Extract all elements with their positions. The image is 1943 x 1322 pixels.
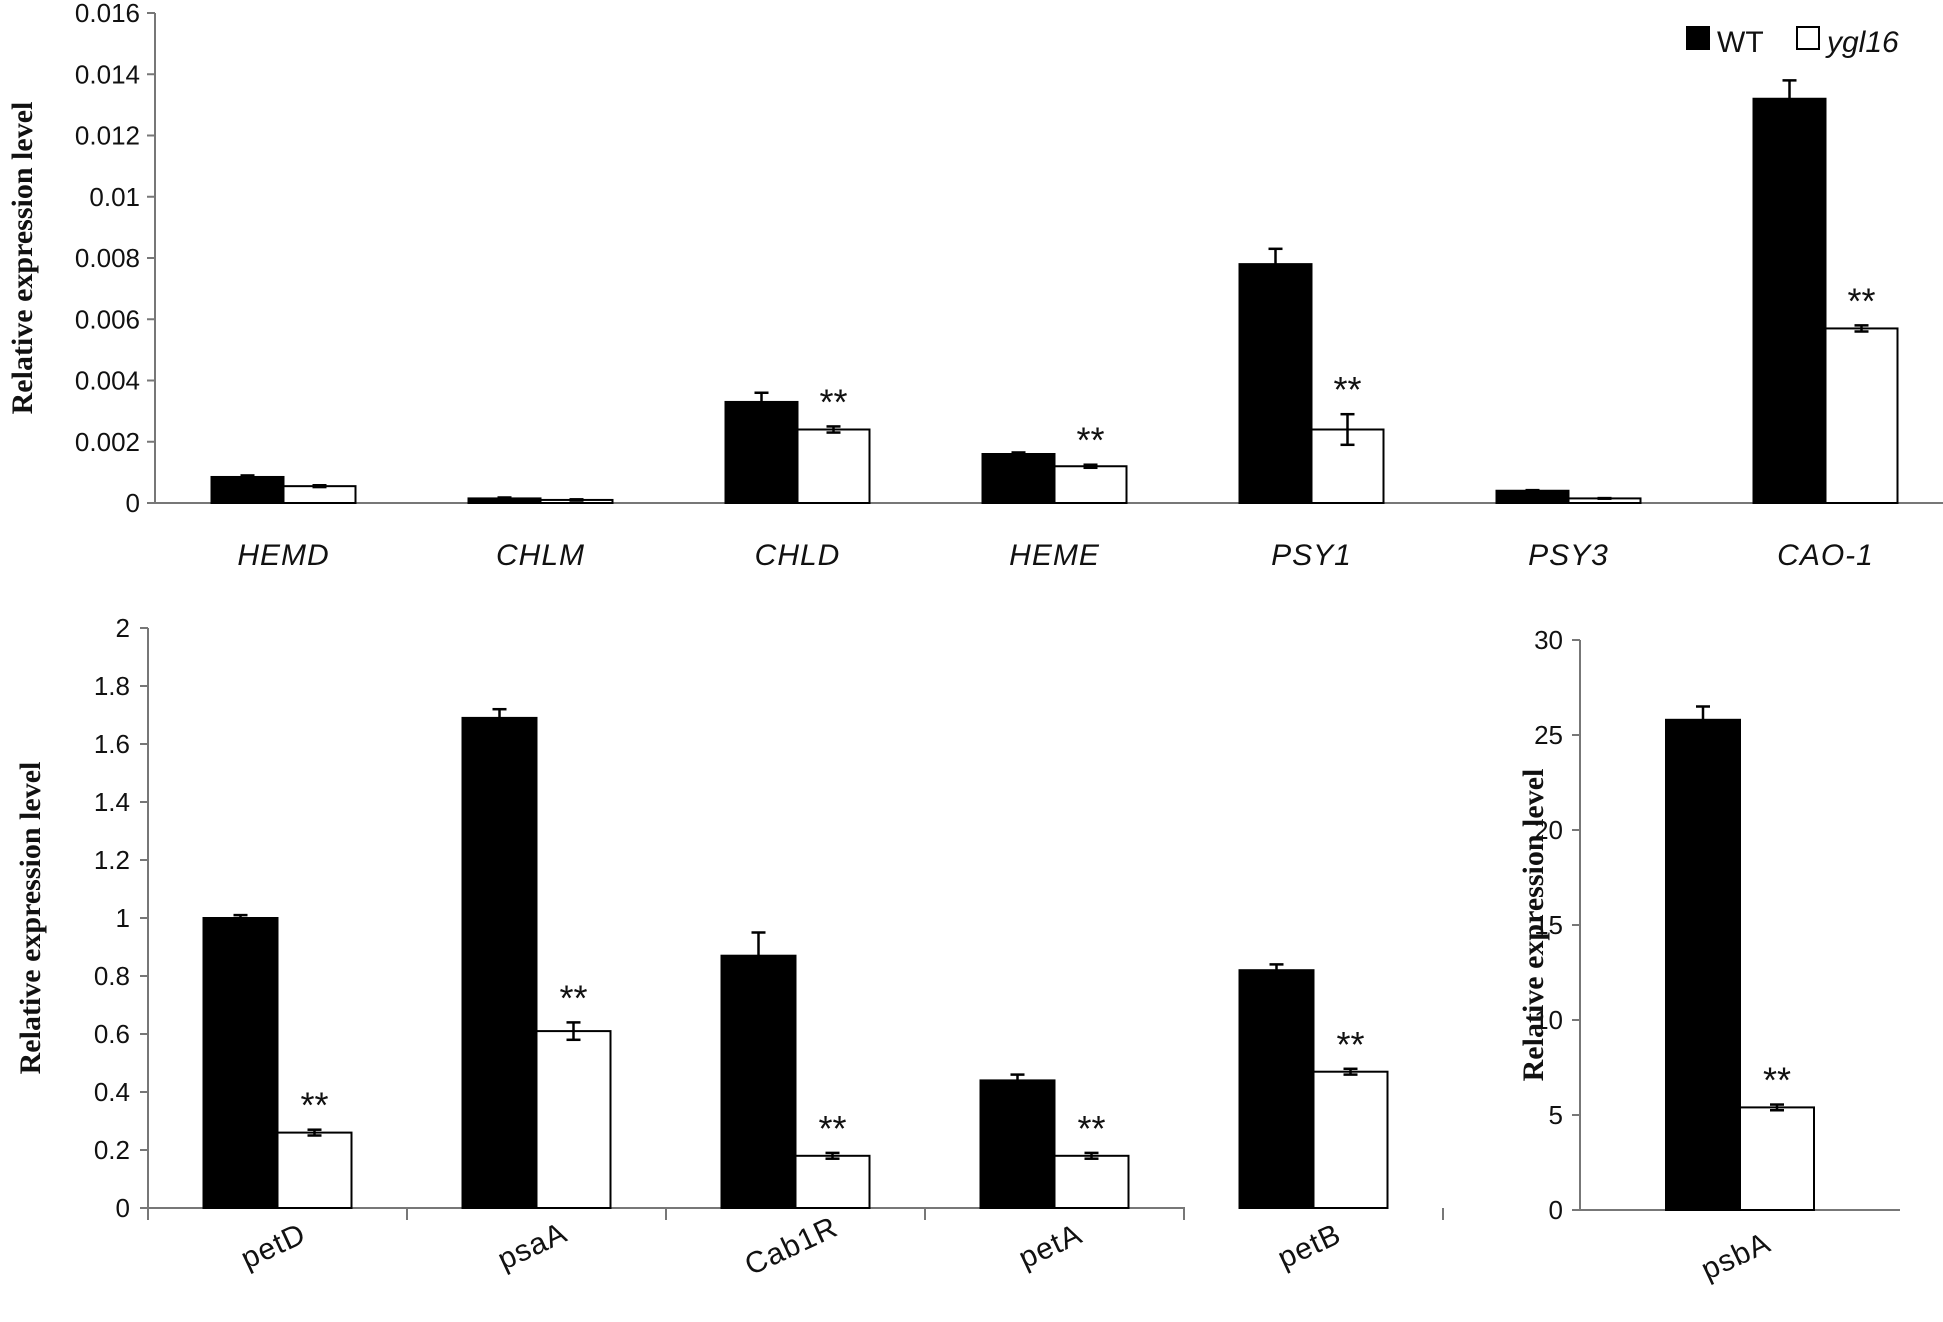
panel2-significance-mark: ** bbox=[1336, 1024, 1364, 1065]
panel2-significance-mark: ** bbox=[818, 1108, 846, 1149]
panel1-category-label: CHLD bbox=[755, 539, 841, 572]
panel2-y-tick-label: 1.8 bbox=[94, 671, 130, 701]
panel1-bar-ygl16-heme bbox=[1053, 465, 1128, 504]
panel3-y-tick-label: 0 bbox=[1549, 1195, 1563, 1225]
panel2-category-label: petB bbox=[1273, 1218, 1347, 1276]
panel1-category-label: HEME bbox=[1009, 539, 1100, 572]
panel1-bar-wt-psy1 bbox=[1238, 263, 1313, 504]
panel2-bar-ygl16-petb bbox=[1312, 1070, 1389, 1209]
panel3-y-axis-label: Relative expression level bbox=[1517, 769, 1550, 1082]
panel1-y-tick-label: 0 bbox=[126, 488, 140, 518]
panel1-y-tick-label: 0.008 bbox=[75, 243, 140, 273]
panel1-significance-mark: ** bbox=[819, 381, 847, 422]
panel2-significance-mark: ** bbox=[1077, 1108, 1105, 1149]
panel2-bar-ygl16-petd bbox=[276, 1131, 353, 1209]
panel1-y-tick-label: 0.004 bbox=[75, 366, 140, 396]
panel1-y-tick-label: 0.01 bbox=[89, 182, 140, 212]
panel2-bar-ygl16-cab1r bbox=[794, 1154, 871, 1210]
legend-label-wt: WT bbox=[1717, 26, 1764, 59]
panel3-y-tick-label: 20 bbox=[1534, 815, 1563, 845]
panel2-bar-wt-petd bbox=[202, 917, 279, 1209]
panel1-y-tick-label: 0.016 bbox=[75, 0, 140, 28]
panel2-category-label: petA bbox=[1014, 1218, 1088, 1276]
panel2-y-tick-label: 0 bbox=[116, 1193, 130, 1223]
panel2-y-tick-label: 0.4 bbox=[94, 1077, 130, 1107]
panel1-bar-wt-heme bbox=[981, 453, 1056, 504]
panel1-significance-mark: ** bbox=[1333, 369, 1361, 410]
panel2-category-label: psaA bbox=[493, 1216, 573, 1277]
panel1-significance-mark: ** bbox=[1076, 420, 1104, 461]
panel1-bar-wt-cao-1 bbox=[1752, 97, 1827, 504]
panel2-y-tick-label: 1.4 bbox=[94, 787, 130, 817]
panel2-y-tick-label: 2 bbox=[116, 613, 130, 643]
panel3-y-tick-label: 30 bbox=[1534, 625, 1563, 655]
panel2-bar-ygl16-peta bbox=[1053, 1154, 1130, 1210]
panel2-y-axis-label: Relative expression level bbox=[14, 762, 47, 1075]
panel1-y-tick-label: 0.002 bbox=[75, 427, 140, 457]
panel2-bar-wt-psaa bbox=[461, 716, 538, 1210]
panel3-y-tick-label: 15 bbox=[1534, 910, 1563, 940]
panel1-category-label: CHLM bbox=[496, 539, 585, 572]
legend-label-ygl16: ygl16 bbox=[1825, 26, 1899, 59]
panel3-bar-ygl16-psba bbox=[1739, 1106, 1815, 1212]
panel1-y-tick-label: 0.006 bbox=[75, 304, 140, 334]
panel1-category-label: PSY1 bbox=[1271, 539, 1352, 572]
panel2-category-label: Cab1R bbox=[740, 1211, 843, 1282]
panel1-bar-wt-hemd bbox=[210, 475, 285, 504]
panel2-bar-ygl16-psaa bbox=[535, 1030, 612, 1209]
panel2-significance-mark: ** bbox=[300, 1085, 328, 1126]
panel1-category-label: HEMD bbox=[237, 539, 329, 572]
panel2-y-tick-label: 0.6 bbox=[94, 1019, 130, 1049]
panel2-significance-mark: ** bbox=[559, 977, 587, 1018]
panel1-y-tick-label: 0.012 bbox=[75, 121, 140, 151]
panel2-bar-wt-petb bbox=[1238, 969, 1315, 1210]
panel2-category-label: petD bbox=[236, 1217, 311, 1275]
panel2-y-tick-label: 1 bbox=[116, 903, 130, 933]
panel3-bar-wt-psba bbox=[1665, 718, 1741, 1211]
panel2-bar-wt-cab1r bbox=[720, 954, 797, 1210]
panel2-y-tick-label: 0.2 bbox=[94, 1135, 130, 1165]
panel3-category-label: psbA bbox=[1696, 1226, 1776, 1287]
panel2-y-tick-label: 1.2 bbox=[94, 845, 130, 875]
legend-swatch-wt bbox=[1686, 26, 1710, 50]
panel3-y-tick-label: 10 bbox=[1534, 1005, 1563, 1035]
panel1-bar-ygl16-cao-1 bbox=[1824, 327, 1899, 504]
panel3-y-tick-label: 5 bbox=[1549, 1100, 1563, 1130]
legend-swatch-ygl16 bbox=[1796, 26, 1820, 50]
panel1-bar-ygl16-hemd bbox=[282, 485, 357, 504]
panel3-y-tick-label: 25 bbox=[1534, 720, 1563, 750]
panel1-bar-ygl16-chld bbox=[796, 428, 871, 504]
panel1-significance-mark: ** bbox=[1847, 280, 1875, 321]
panel1-y-tick-label: 0.014 bbox=[75, 59, 140, 89]
panel3-significance-mark: ** bbox=[1763, 1060, 1791, 1101]
panel2-bar-wt-peta bbox=[979, 1079, 1056, 1210]
panel1-y-axis-label: Relative expression level bbox=[6, 102, 39, 415]
panel1-bar-wt-chld bbox=[724, 400, 799, 504]
panel1-category-label: PSY3 bbox=[1528, 539, 1609, 572]
panel2-y-tick-label: 1.6 bbox=[94, 729, 130, 759]
panel1-category-label: CAO-1 bbox=[1777, 539, 1874, 572]
panel2-y-tick-label: 0.8 bbox=[94, 961, 130, 991]
